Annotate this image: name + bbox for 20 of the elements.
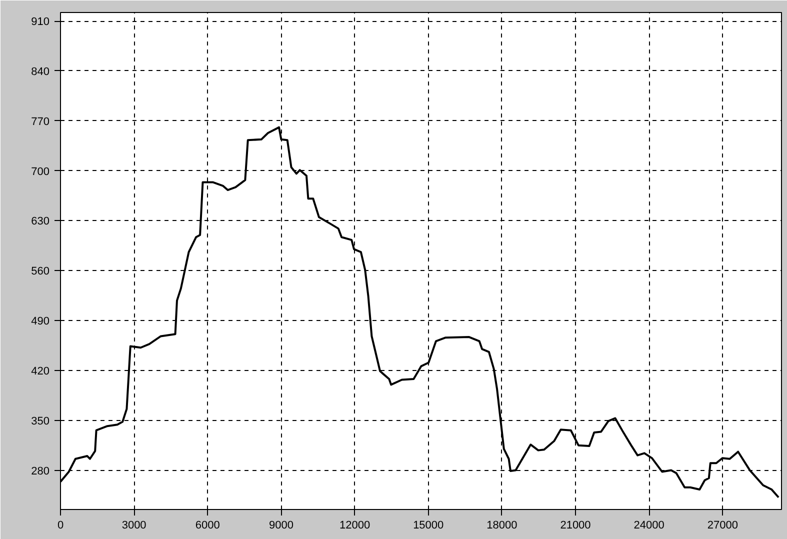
x-tick-label: 12000 xyxy=(339,520,370,532)
y-tick-label: 490 xyxy=(31,316,50,328)
x-tick-label: 6000 xyxy=(195,520,220,532)
x-tick-label: 15000 xyxy=(413,520,444,532)
y-tick-label: 700 xyxy=(31,166,50,178)
x-tick-label: 9000 xyxy=(268,520,294,532)
y-tick-label: 770 xyxy=(31,116,50,128)
y-tick-label: 560 xyxy=(31,266,50,278)
y-tick-label: 350 xyxy=(31,415,50,428)
x-tick-label: 0 xyxy=(57,520,64,532)
x-tick-label: 18000 xyxy=(486,520,518,532)
y-tick-label: 630 xyxy=(31,216,50,228)
y-tick-label: 280 xyxy=(31,465,50,478)
x-tick-label: 3000 xyxy=(122,520,146,532)
x-tick-label: 27000 xyxy=(707,520,738,532)
x-tick-label: 21000 xyxy=(560,520,591,532)
x-tick-label: 24000 xyxy=(634,520,664,532)
y-tick-label: 840 xyxy=(31,66,50,78)
y-tick-label: 910 xyxy=(31,16,50,28)
y-tick-label: 420 xyxy=(31,365,50,378)
